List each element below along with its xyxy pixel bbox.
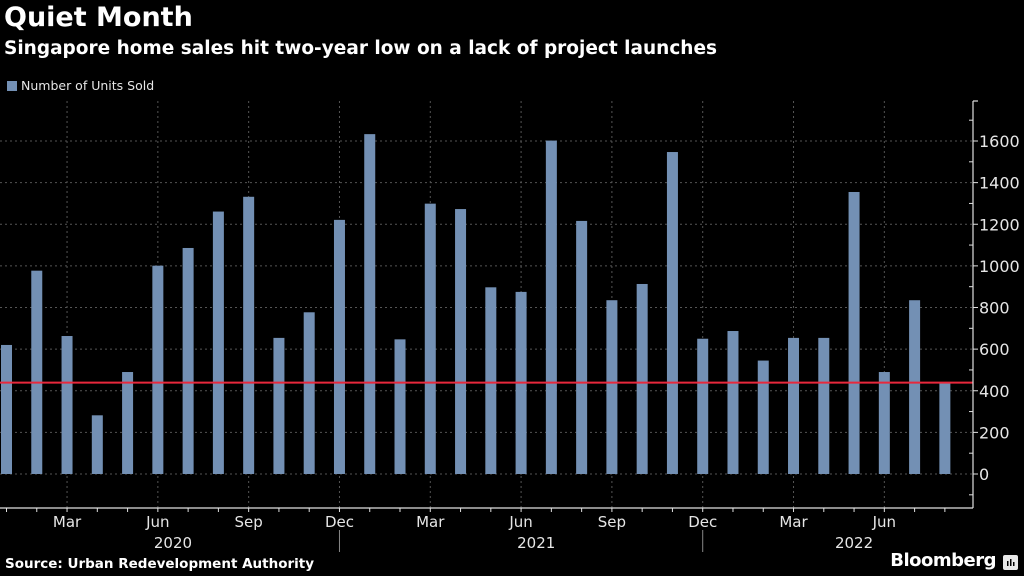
- bar: [91, 415, 103, 474]
- bar: [757, 360, 769, 474]
- y-axis-labels: 0 200 400 600 800 1000 1200 1400 1600: [979, 132, 1020, 484]
- bar: [878, 372, 890, 474]
- x-tick-label: Jun: [508, 513, 532, 531]
- x-tick-label: Jun: [872, 513, 896, 531]
- bar: [1, 344, 12, 474]
- chart-subtitle: Singapore home sales hit two-year low on…: [4, 38, 718, 59]
- bar: [697, 338, 709, 474]
- bloomberg-chart-icon: [1003, 555, 1018, 570]
- year-label: 2022: [835, 534, 873, 552]
- x-tick-label: Sep: [598, 513, 626, 531]
- bar: [364, 134, 376, 474]
- y-tick-label: 1000: [979, 257, 1020, 276]
- bar: [61, 336, 73, 474]
- bar: [273, 337, 285, 474]
- y-tick-label: 600: [979, 340, 1010, 359]
- bars: [1, 134, 951, 475]
- source-note: Source: Urban Redevelopment Authority: [5, 556, 315, 572]
- y-tick-label: 800: [979, 299, 1010, 318]
- legend-swatch: [7, 80, 17, 91]
- bar: [31, 270, 43, 474]
- legend-label: Number of Units Sold: [21, 78, 155, 93]
- x-tick-label: Mar: [53, 513, 82, 531]
- bar: [666, 152, 678, 474]
- bar: [182, 247, 194, 474]
- axes: [0, 100, 978, 552]
- y-tick-label: 1600: [979, 132, 1020, 151]
- bar: [818, 337, 830, 474]
- bar: [636, 283, 648, 474]
- bar: [212, 211, 224, 474]
- bar: [303, 312, 315, 474]
- bar: [394, 339, 406, 474]
- bar: [424, 203, 436, 474]
- x-tick-label: Dec: [325, 513, 354, 531]
- bar: [788, 337, 800, 474]
- bar: [243, 196, 255, 474]
- bar: [848, 191, 860, 474]
- x-tick-label: Sep: [235, 513, 263, 531]
- bar: [576, 220, 588, 474]
- x-tick-label: Mar: [416, 513, 445, 531]
- x-tick-label: Jun: [145, 513, 169, 531]
- x-tick-label: Dec: [688, 513, 717, 531]
- y-tick-label: 200: [979, 423, 1010, 442]
- legend: Number of Units Sold: [7, 78, 154, 93]
- bar: [939, 382, 951, 474]
- brand-logo: Bloomberg: [890, 550, 996, 571]
- bar: [455, 209, 467, 474]
- y-tick-label: 0: [979, 465, 989, 484]
- bar: [485, 287, 497, 474]
- bar: [909, 300, 921, 474]
- bar: [333, 219, 345, 474]
- chart-title: Quiet Month: [4, 2, 193, 33]
- bar: [545, 140, 557, 475]
- year-label: 2021: [517, 534, 555, 552]
- bar: [152, 265, 164, 474]
- bar: [122, 372, 134, 474]
- bar: [727, 331, 739, 474]
- y-tick-label: 400: [979, 382, 1010, 401]
- y-tick-label: 1400: [979, 174, 1020, 193]
- x-tick-label: Mar: [779, 513, 808, 531]
- y-tick-label: 1200: [979, 215, 1020, 234]
- bar: [606, 300, 618, 474]
- year-label: 2020: [154, 534, 192, 552]
- x-axis-labels: Mar Jun Sep Dec Mar Jun Sep Dec Mar Jun 2020 2021 20…: [53, 513, 896, 552]
